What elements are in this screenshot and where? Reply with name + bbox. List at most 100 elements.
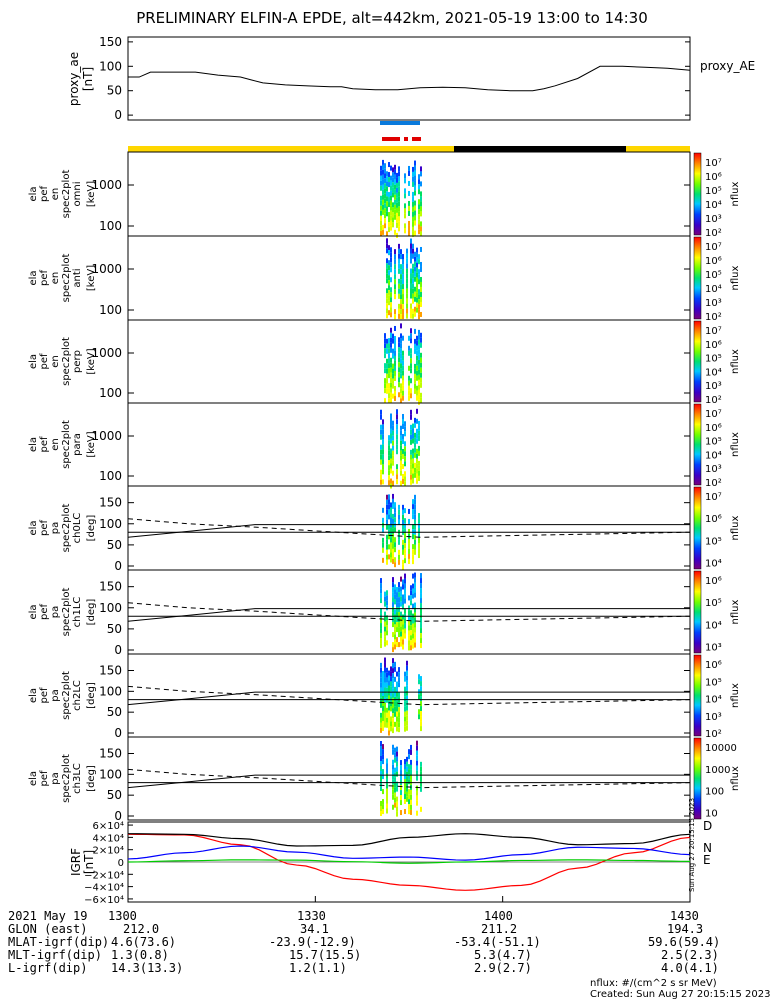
- pa_ch1-cell: [384, 611, 386, 617]
- spec_para-cell: [418, 475, 420, 481]
- spec_para-cell: [396, 429, 398, 435]
- pa_ch0-cell: [414, 514, 416, 520]
- pa_ch1-cell: [402, 579, 404, 585]
- pa_ch2-cell: [380, 712, 382, 718]
- pa_ch0-cell: [390, 517, 392, 523]
- spec_omni-cell: [414, 170, 416, 176]
- spec_omni-cell: [408, 180, 410, 186]
- pa_ch1-cell: [392, 607, 394, 613]
- pa_ch0-colorbar-tick: 10⁶: [705, 514, 722, 525]
- spec_anti-cell: [416, 247, 418, 253]
- footer-l-2: 2.9(2.7): [474, 961, 532, 975]
- spec_anti-cell: [418, 304, 420, 310]
- spec_omni-cell: [404, 208, 406, 214]
- pa_ch2-colorbar: [693, 654, 702, 737]
- proxy-ae-ylabel-unit: [nT]: [81, 67, 95, 91]
- footer-glon-2: 211.2: [481, 922, 517, 936]
- pa_ch2-cell: [392, 698, 394, 704]
- spec_para-cell: [416, 438, 418, 444]
- pa_ch3-cell: [392, 804, 394, 810]
- pa_ch3-cell: [416, 770, 418, 776]
- pa_ch3-cell: [380, 770, 382, 776]
- pa_ch0-cell: [414, 519, 416, 525]
- spec_omni-cell: [390, 195, 392, 201]
- spec_para-cell: [412, 463, 414, 469]
- sunlit-bar: [626, 146, 690, 152]
- spec_omni-colorbar-tick: 10³: [705, 214, 722, 225]
- spec_perp-cell: [394, 340, 396, 346]
- pa_ch2-cell: [396, 701, 398, 707]
- pa_ch0-cell: [414, 544, 416, 550]
- spec_perp-cell: [388, 368, 390, 374]
- spec_omni-cell: [412, 171, 414, 177]
- pa_ch2-cell: [384, 687, 386, 693]
- pa_ch3-cell: [396, 801, 398, 807]
- spec_anti-cell: [390, 277, 392, 283]
- pa_ch0-cell: [408, 553, 410, 559]
- spec_para-cell: [382, 434, 384, 440]
- spec_perp-cell: [418, 334, 420, 340]
- spec_perp-cell: [384, 343, 386, 349]
- pa_ch3-cell: [392, 774, 394, 780]
- spec_omni-cell: [384, 208, 386, 214]
- pa_ch2-ylabel-2: pa: [50, 689, 61, 701]
- spec_perp-cell: [386, 363, 388, 369]
- pa_ch1-cell: [408, 635, 410, 641]
- spec_para-cell: [418, 445, 420, 451]
- pa_ch2-colorbar-tick: 10²: [705, 729, 722, 740]
- spec_perp-colorbar-tick: 10⁴: [705, 367, 722, 378]
- spec_perp-cell: [408, 390, 410, 396]
- sunlit-bar: [128, 146, 454, 152]
- pa_ch2-cell: [406, 685, 408, 691]
- pa_ch1-cell: [420, 588, 422, 594]
- pa_ch0-cell: [386, 549, 388, 555]
- pa_ch0-cell: [390, 507, 392, 513]
- spec_omni-cell: [384, 178, 386, 184]
- pa_ch0-ytick-label: 100: [99, 517, 122, 531]
- spec_omni-cell: [384, 203, 386, 209]
- spec_para-cell: [410, 469, 412, 475]
- pa_ch2-cell: [396, 686, 398, 692]
- pa_ch3-cell: [380, 745, 382, 751]
- pa_ch2-cell: [380, 697, 382, 703]
- spec_para-cell: [382, 454, 384, 460]
- spec_anti-cell: [420, 266, 422, 272]
- pa_ch3-cell: [416, 750, 418, 756]
- spec_omni-cell: [396, 202, 398, 208]
- pa_ch2-cell: [404, 706, 406, 712]
- pa_ch0-cell: [418, 533, 420, 539]
- spec_anti-ylabel-3: spec2plot: [61, 254, 72, 303]
- spec_perp-cell: [392, 373, 394, 379]
- pa_ch3-cell: [394, 802, 396, 808]
- pa_ch0-cell: [392, 528, 394, 534]
- spec_omni-cell: [418, 214, 420, 220]
- pa_ch3-cell: [406, 776, 408, 782]
- spec_omni-ylabel-5: [keV]: [86, 181, 97, 207]
- spec_perp-cell: [386, 358, 388, 364]
- pa_ch1-cell: [410, 585, 412, 591]
- pa_ch3-cell: [386, 773, 388, 779]
- spec_perp-cell: [398, 362, 400, 368]
- spec_perp-cell: [394, 365, 396, 371]
- spec_anti-ytick-label: 100: [99, 303, 122, 317]
- spec_omni-cell: [398, 166, 400, 172]
- pa_ch2-cell: [404, 721, 406, 727]
- pa_ch3-cell: [410, 804, 412, 810]
- pa_ch2-ytick-label: 100: [99, 684, 122, 698]
- pa_ch1-cell: [380, 598, 382, 604]
- pa_ch3-cell: [408, 779, 410, 785]
- spec_perp-colorbar-tick: 10⁵: [705, 354, 722, 365]
- spec_anti-cell: [390, 307, 392, 313]
- spec_perp-cell: [416, 355, 418, 361]
- pa_ch0-cell: [382, 507, 384, 513]
- pa_ch2-cell: [382, 685, 384, 691]
- pa_ch1-cell: [386, 630, 388, 636]
- spec_perp-cell: [400, 368, 402, 374]
- pa_ch1-cell: [398, 602, 400, 608]
- spec_perp-cell: [410, 378, 412, 384]
- spec_anti-cell: [398, 278, 400, 284]
- spec_para-cell: [400, 460, 402, 466]
- pa_ch0-cell: [392, 523, 394, 529]
- spec_omni-cell: [414, 160, 416, 166]
- pa_ch3-cell: [408, 764, 410, 770]
